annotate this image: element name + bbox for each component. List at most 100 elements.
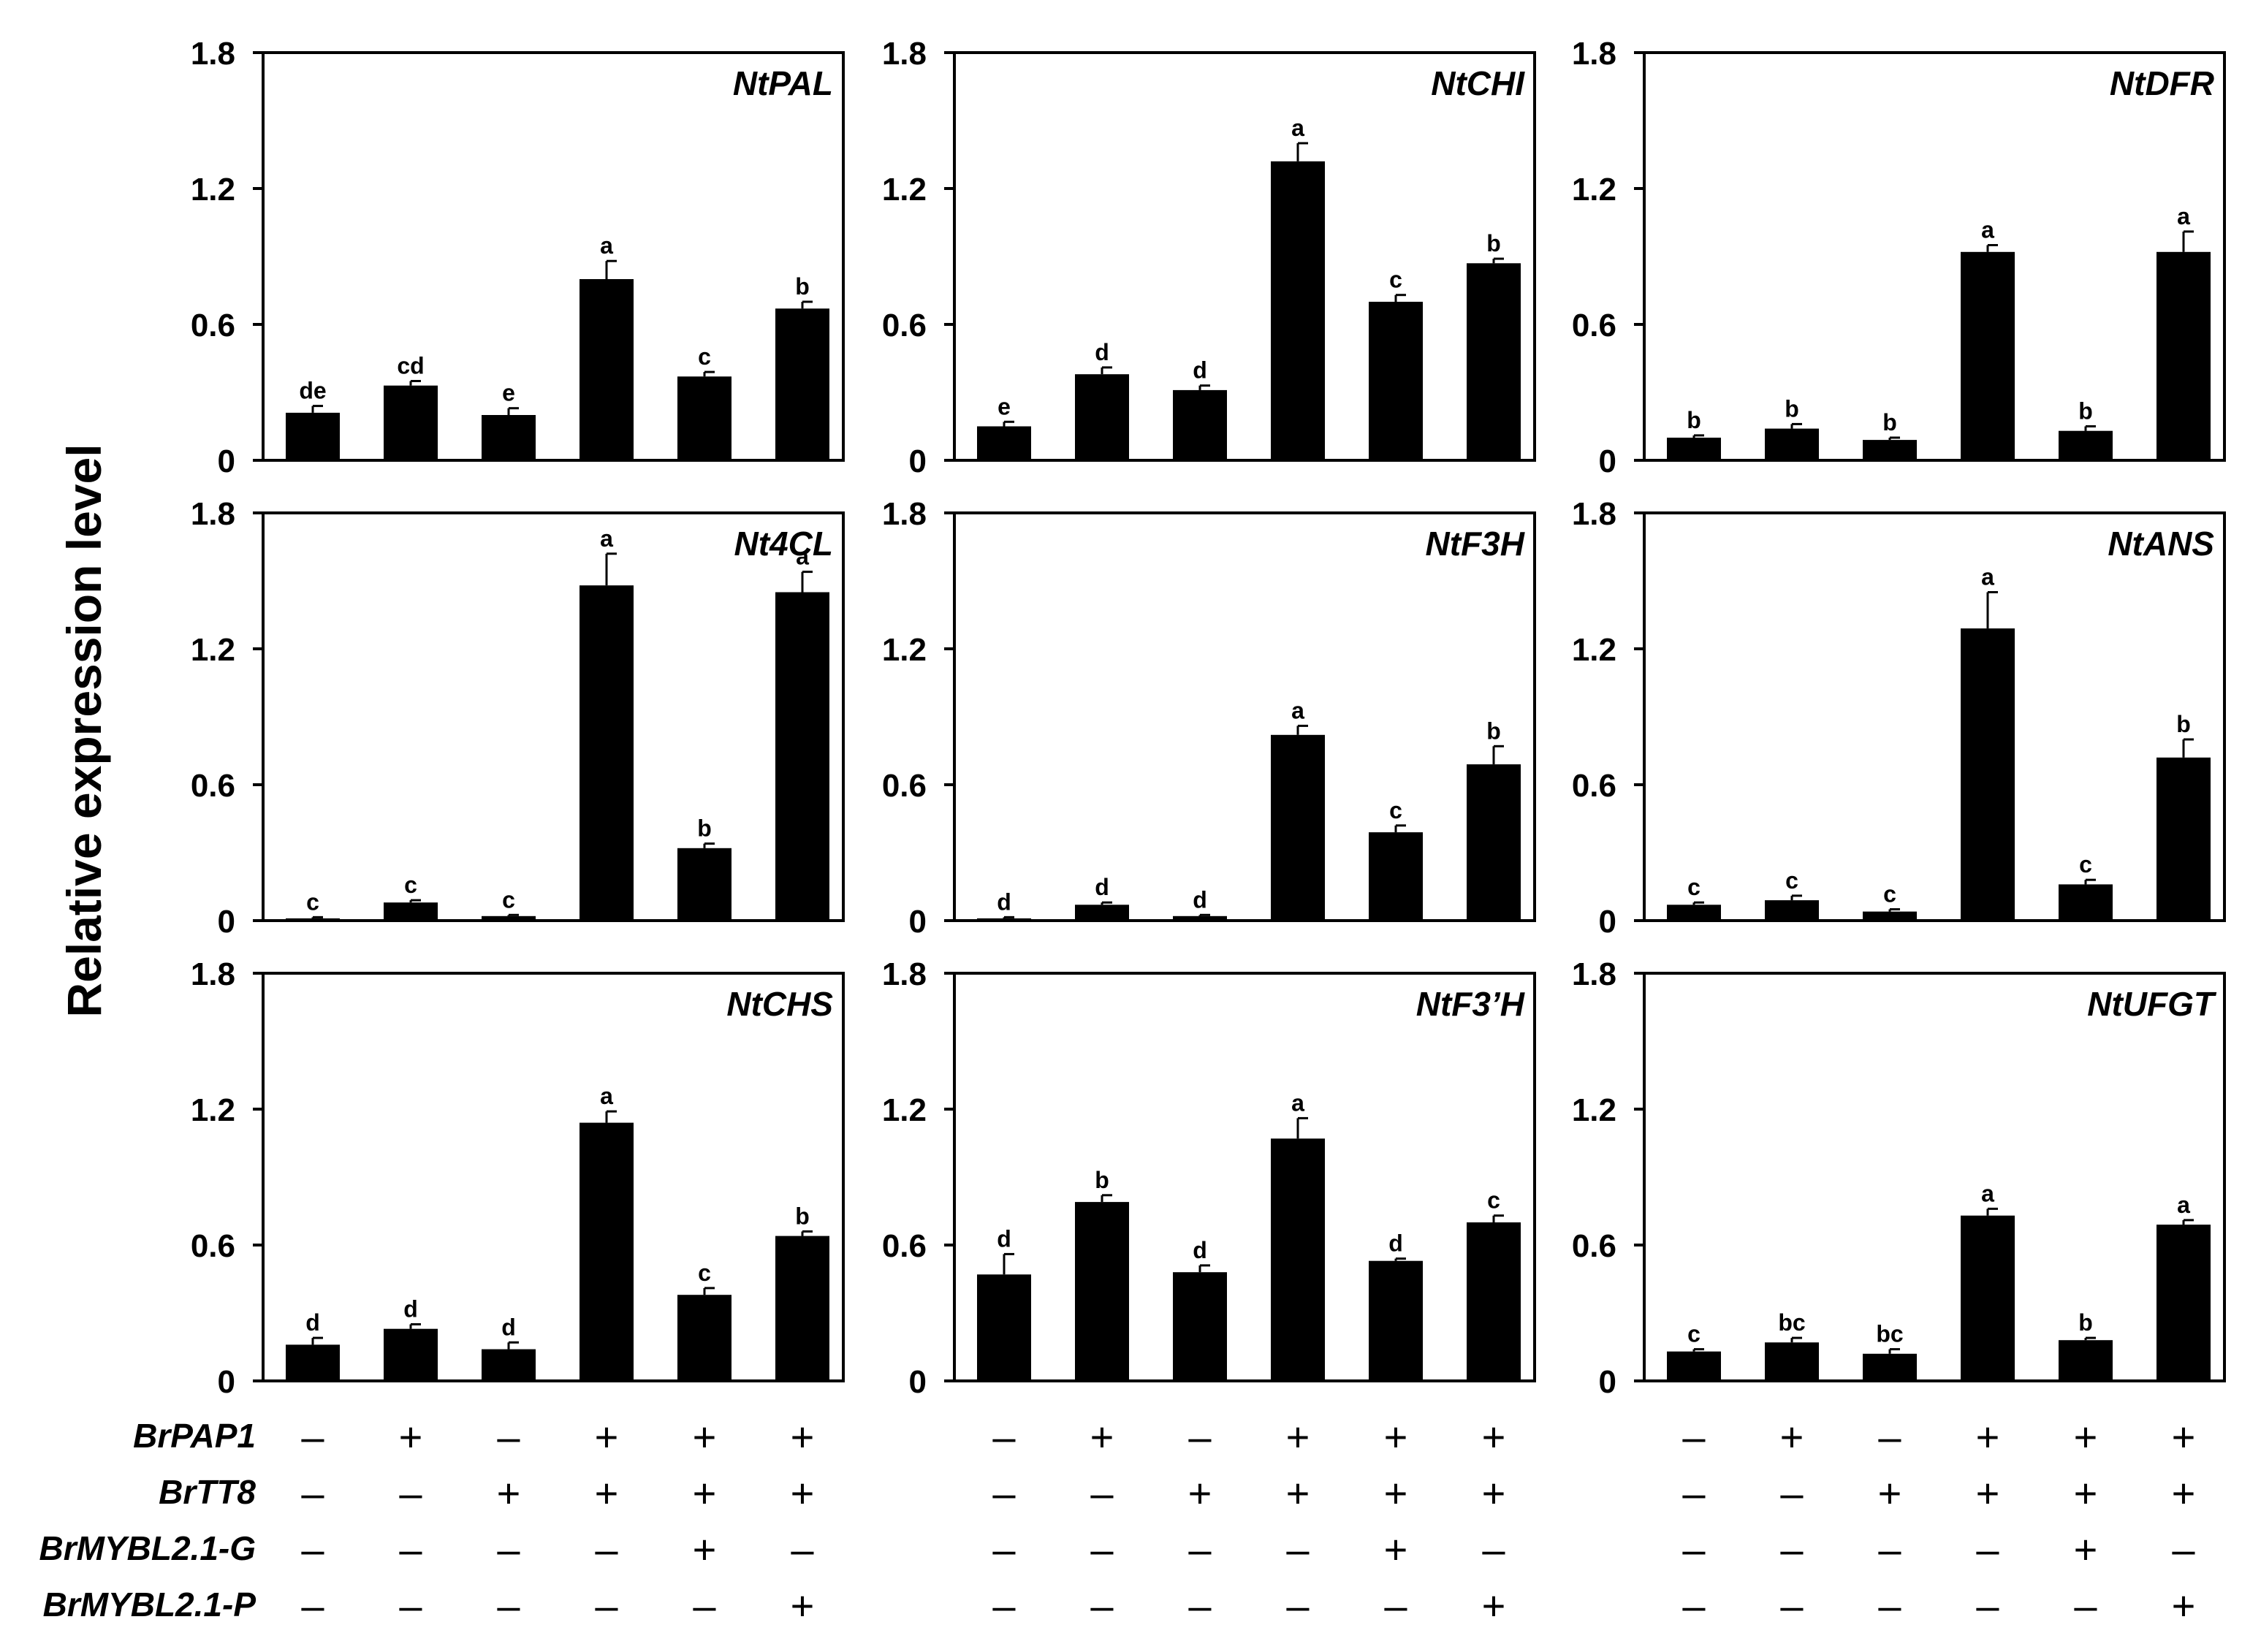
significance-letter: c bbox=[306, 888, 319, 915]
minus-sign: – bbox=[301, 1583, 324, 1629]
y-tick-label: 1.2 bbox=[191, 172, 235, 208]
plus-sign: + bbox=[1482, 1583, 1506, 1629]
minus-sign: – bbox=[791, 1526, 814, 1572]
minus-sign: – bbox=[1976, 1526, 1999, 1572]
bar bbox=[977, 918, 1031, 921]
plot-frame bbox=[953, 511, 1536, 922]
bar bbox=[1369, 832, 1423, 921]
minus-sign: – bbox=[1188, 1526, 1212, 1572]
y-tick-label: 1.2 bbox=[1572, 1092, 1616, 1128]
y-tick-label: 0.6 bbox=[1572, 768, 1616, 804]
panel-5: 0 0.6 1.2 1.8 NtF3H d d d a c b bbox=[882, 496, 1536, 940]
bar bbox=[677, 848, 732, 921]
panel-1: 0 0.6 1.2 1.8 NtPAL de cd e a c b bbox=[191, 36, 845, 479]
minus-sign: – bbox=[1878, 1414, 1901, 1460]
significance-letter: d bbox=[1193, 886, 1207, 913]
minus-sign: – bbox=[1188, 1414, 1212, 1460]
bar bbox=[1765, 900, 1819, 921]
significance-letter: d bbox=[305, 1309, 320, 1336]
significance-letter: c bbox=[698, 343, 711, 370]
gene-label: NtUFGT bbox=[2087, 985, 2217, 1023]
significance-letter: b bbox=[795, 1203, 810, 1229]
gene-label: NtCHI bbox=[1431, 64, 1525, 102]
y-tick-label: 1.2 bbox=[1572, 172, 1616, 208]
minus-sign: – bbox=[1780, 1583, 1804, 1629]
bar bbox=[1467, 1222, 1521, 1381]
significance-letter: c bbox=[1687, 1321, 1700, 1347]
y-tick-label: 1.8 bbox=[1572, 496, 1616, 532]
treatment-label: BrMYBL2.1-G bbox=[39, 1529, 256, 1567]
minus-sign: – bbox=[1482, 1526, 1505, 1572]
plus-sign: + bbox=[1286, 1470, 1310, 1516]
minus-sign: – bbox=[1878, 1526, 1901, 1572]
y-tick-label: 0 bbox=[909, 444, 927, 479]
significance-letter: b bbox=[795, 273, 810, 300]
bar bbox=[1173, 389, 1227, 460]
minus-sign: – bbox=[1090, 1526, 1114, 1572]
bar bbox=[1667, 438, 1721, 460]
significance-letter: d bbox=[1193, 357, 1207, 384]
bar bbox=[1369, 302, 1423, 460]
minus-sign: – bbox=[301, 1526, 324, 1572]
treatment-label: BrPAP1 bbox=[133, 1417, 256, 1455]
bar bbox=[2059, 884, 2113, 921]
significance-letter: de bbox=[299, 378, 326, 404]
significance-letter: a bbox=[600, 232, 613, 259]
gene-label: NtDFR bbox=[2110, 64, 2214, 102]
plus-sign: + bbox=[399, 1414, 423, 1460]
bar bbox=[1075, 374, 1129, 460]
minus-sign: – bbox=[1682, 1583, 1706, 1629]
plus-sign: + bbox=[595, 1470, 619, 1516]
bar bbox=[1863, 911, 1917, 921]
significance-letter: c bbox=[1883, 881, 1896, 907]
significance-letter: b bbox=[2176, 711, 2191, 737]
bar bbox=[977, 426, 1031, 460]
minus-sign: – bbox=[1188, 1583, 1212, 1629]
significance-letter: d bbox=[997, 1225, 1011, 1252]
significance-letter: b bbox=[697, 815, 712, 842]
bar bbox=[482, 916, 536, 921]
plus-sign: + bbox=[693, 1414, 717, 1460]
bar bbox=[384, 1328, 438, 1381]
plus-sign: + bbox=[1878, 1470, 1902, 1516]
y-tick-label: 1.8 bbox=[882, 956, 927, 992]
minus-sign: – bbox=[301, 1414, 324, 1460]
minus-sign: – bbox=[992, 1470, 1016, 1516]
gene-label: NtANS bbox=[2108, 525, 2214, 563]
y-tick-label: 0 bbox=[218, 444, 235, 479]
panel-2: 0 0.6 1.2 1.8 NtCHI e d d a c b bbox=[882, 36, 1536, 479]
plus-sign: + bbox=[1384, 1526, 1408, 1572]
plus-sign: + bbox=[1482, 1414, 1506, 1460]
significance-letter: a bbox=[1981, 1180, 1994, 1206]
bar bbox=[775, 592, 829, 921]
plus-sign: + bbox=[791, 1414, 815, 1460]
significance-letter: c bbox=[1389, 797, 1402, 823]
minus-sign: – bbox=[992, 1526, 1016, 1572]
bar bbox=[1765, 428, 1819, 460]
panel-4: 0 0.6 1.2 1.8 Nt4CL c c c a b a bbox=[191, 496, 845, 940]
significance-letter: a bbox=[1981, 217, 1994, 243]
y-tick-label: 0.6 bbox=[882, 308, 927, 343]
bar bbox=[2156, 251, 2211, 460]
y-tick-label: 0 bbox=[218, 904, 235, 940]
plot-frame bbox=[1643, 51, 2226, 462]
bar bbox=[1863, 440, 1917, 460]
significance-letter: d bbox=[1193, 1237, 1207, 1263]
plus-sign: + bbox=[2172, 1583, 2196, 1629]
treatment-table: BrPAP1 – + – + + + – + – + + + – + – + + + BrTT8 – – + + + + – – + + +… bbox=[39, 1414, 2196, 1629]
plus-sign: + bbox=[1976, 1414, 2000, 1460]
bar bbox=[1863, 1353, 1917, 1381]
minus-sign: – bbox=[992, 1414, 1016, 1460]
minus-sign: – bbox=[1878, 1583, 1901, 1629]
minus-sign: – bbox=[693, 1583, 716, 1629]
plus-sign: + bbox=[2074, 1526, 2098, 1572]
significance-letter: b bbox=[1486, 230, 1501, 256]
plus-sign: + bbox=[595, 1414, 619, 1460]
panel-3: 0 0.6 1.2 1.8 NtDFR b b b a b a bbox=[1572, 36, 2226, 479]
bar bbox=[482, 415, 536, 460]
bar bbox=[977, 1274, 1031, 1381]
minus-sign: – bbox=[1682, 1526, 1706, 1572]
significance-letter: b bbox=[1486, 717, 1501, 744]
bar bbox=[1173, 916, 1227, 921]
bar bbox=[2156, 757, 2211, 921]
